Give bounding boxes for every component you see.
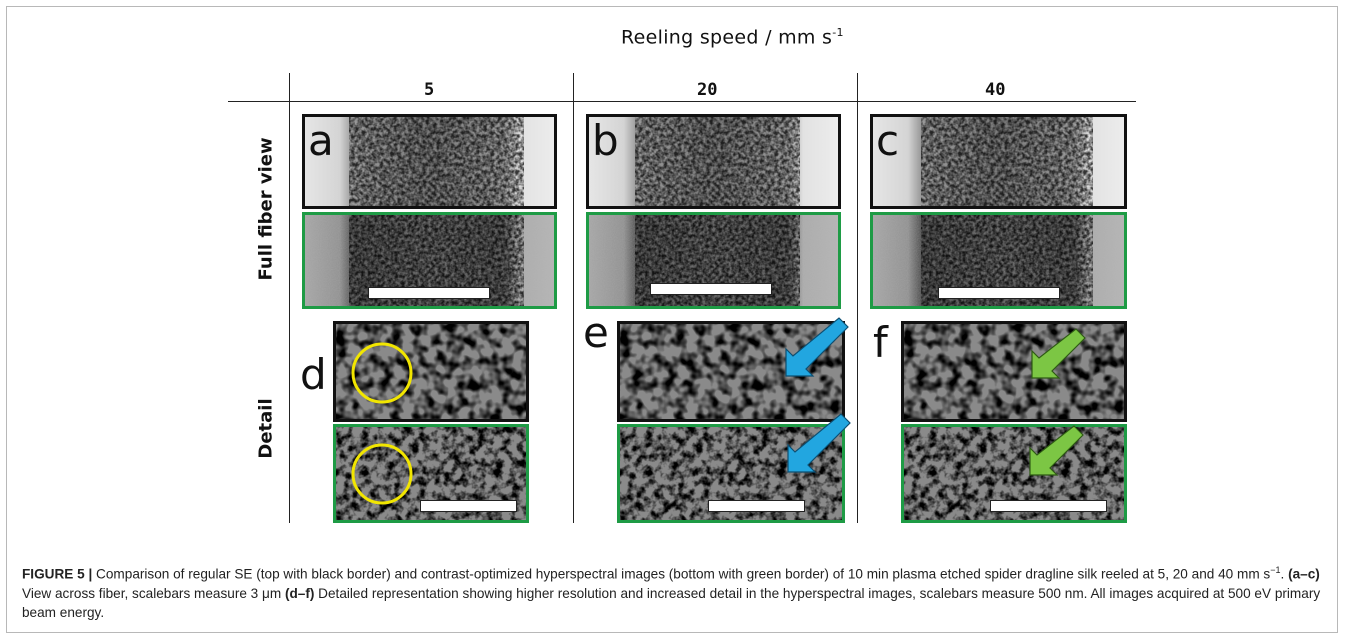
caption-part-4: Detailed representation showing higher r… (22, 585, 1321, 620)
column-divider-2 (857, 73, 858, 523)
panel-letter-c: c (876, 116, 900, 165)
panel-b-hyperspectral (586, 212, 841, 309)
panel-letter-f: f (873, 318, 888, 367)
panel-letter-a: a (308, 116, 334, 165)
panel-b-se (586, 114, 841, 209)
panel-letter-e: e (583, 308, 609, 357)
panel-letter-b: b (592, 116, 619, 165)
caption-bold-ac: (a–c) (1288, 566, 1320, 582)
panel-a-se (302, 114, 557, 209)
row-label-detail: Detail (255, 398, 277, 459)
caption-part-2: . (1280, 566, 1289, 582)
panel-e-se (617, 321, 845, 422)
figure-caption: FIGURE 5 | Comparison of regular SE (top… (22, 561, 1322, 622)
scalebar-c (938, 287, 1060, 299)
caption-part-3: View across fiber, scalebars measure 3 μ… (22, 585, 285, 601)
scalebar-f (990, 500, 1107, 512)
column-axis-title-sup: -1 (832, 26, 844, 39)
panel-letter-d: d (300, 350, 327, 399)
scalebar-b (650, 283, 772, 295)
column-label-20: 20 (697, 80, 718, 100)
caption-bold-df: (d–f) (284, 585, 315, 601)
scalebar-e (708, 500, 805, 512)
row-label-full-fiber-view: Full fiber view (255, 137, 277, 281)
scalebar-a (368, 287, 490, 299)
column-label-40: 40 (985, 80, 1006, 100)
column-divider-1 (573, 73, 574, 523)
panel-c-se (870, 114, 1127, 209)
scalebar-d (420, 500, 517, 512)
header-rule (228, 101, 1136, 102)
caption-figure-label: FIGURE 5 | (22, 566, 93, 582)
column-label-5: 5 (424, 80, 435, 100)
column-divider-0 (289, 73, 290, 523)
column-axis-title: Reeling speed / mm s-1 (621, 26, 844, 48)
caption-sup-1: −1 (1270, 565, 1281, 575)
caption-part-1: Comparison of regular SE (top with black… (92, 566, 1271, 582)
column-axis-title-text: Reeling speed / mm s (621, 26, 833, 49)
panel-d-se (333, 321, 529, 422)
panel-f-se (901, 321, 1127, 422)
figure-frame (6, 6, 1338, 633)
